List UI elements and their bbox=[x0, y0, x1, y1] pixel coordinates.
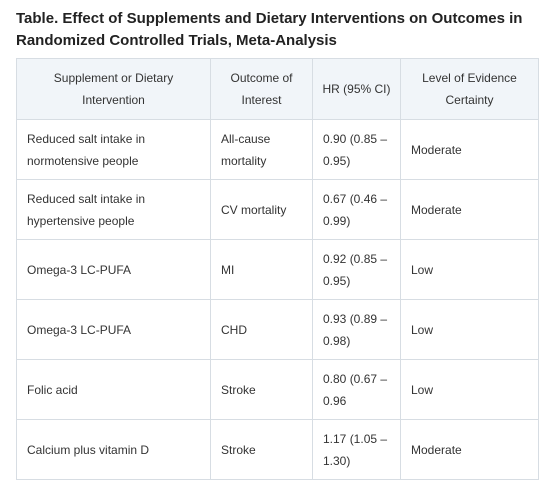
cell-outcome: Stroke bbox=[210, 359, 313, 420]
column-header-evidence: Level of Evidence Certainty bbox=[400, 58, 539, 120]
cell-intervention: Omega-3 LC-PUFA bbox=[16, 299, 211, 360]
table-title: Table. Effect of Supplements and Dietary… bbox=[16, 10, 523, 49]
cell-intervention: Calcium plus vitamin D bbox=[16, 419, 211, 480]
column-header-hr: HR (95% CI) bbox=[312, 58, 401, 120]
cell-evidence: Moderate bbox=[400, 119, 539, 180]
cell-hr: 0.93 (0.89 – 0.98) bbox=[312, 299, 401, 360]
cell-intervention: Reduced salt intake in hypertensive peop… bbox=[16, 179, 211, 240]
table-row: Folic acid Stroke 0.80 (0.67 – 0.96 Low bbox=[16, 359, 539, 420]
evidence-table: Supplement or Dietary Intervention Outco… bbox=[16, 58, 539, 480]
cell-hr: 0.92 (0.85 – 0.95) bbox=[312, 239, 401, 300]
cell-hr: 0.67 (0.46 – 0.99) bbox=[312, 179, 401, 240]
cell-evidence: Low bbox=[400, 299, 539, 360]
table-row: Reduced salt intake in hypertensive peop… bbox=[16, 179, 539, 240]
column-header-intervention: Supplement or Dietary Intervention bbox=[16, 58, 211, 120]
cell-evidence: Moderate bbox=[400, 179, 539, 240]
table-row: Calcium plus vitamin D Stroke 1.17 (1.05… bbox=[16, 419, 539, 480]
cell-outcome: MI bbox=[210, 239, 313, 300]
cell-outcome: CHD bbox=[210, 299, 313, 360]
column-header-outcome: Outcome of Interest bbox=[210, 58, 313, 120]
table-row: Reduced salt intake in normotensive peop… bbox=[16, 119, 539, 180]
cell-intervention: Folic acid bbox=[16, 359, 211, 420]
cell-evidence: Moderate bbox=[400, 419, 539, 480]
cell-intervention: Omega-3 LC-PUFA bbox=[16, 239, 211, 300]
cell-outcome: CV mortality bbox=[210, 179, 313, 240]
cell-hr: 0.80 (0.67 – 0.96 bbox=[312, 359, 401, 420]
table-header-row: Supplement or Dietary Intervention Outco… bbox=[16, 58, 539, 120]
cell-outcome: Stroke bbox=[210, 419, 313, 480]
table-row: Omega-3 LC-PUFA CHD 0.93 (0.89 – 0.98) L… bbox=[16, 299, 539, 360]
cell-evidence: Low bbox=[400, 239, 539, 300]
table-row: Omega-3 LC-PUFA MI 0.92 (0.85 – 0.95) Lo… bbox=[16, 239, 539, 300]
cell-intervention: Reduced salt intake in normotensive peop… bbox=[16, 119, 211, 180]
cell-evidence: Low bbox=[400, 359, 539, 420]
cell-outcome: All-cause mortality bbox=[210, 119, 313, 180]
cell-hr: 1.17 (1.05 – 1.30) bbox=[312, 419, 401, 480]
cell-hr: 0.90 (0.85 – 0.95) bbox=[312, 119, 401, 180]
